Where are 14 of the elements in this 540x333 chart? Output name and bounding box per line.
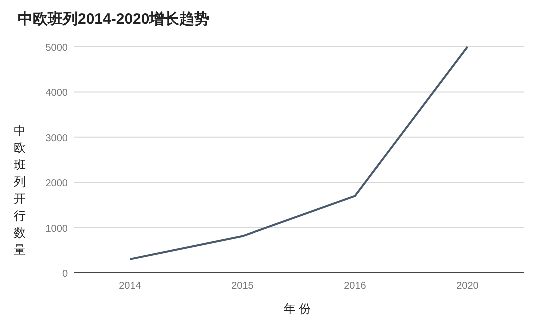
x-tick-label: 2014: [119, 281, 142, 292]
x-tick-label: 2020: [456, 281, 480, 292]
y-tick-label: 1000: [46, 224, 68, 235]
y-tick-label: 4000: [46, 88, 68, 100]
y-tick-label: 2000: [46, 178, 68, 190]
x-tick-label: 2016: [344, 281, 367, 292]
x-tick-label: 2015: [232, 281, 254, 292]
x-axis-title: 年份: [284, 302, 314, 316]
y-tick-label: 5000: [46, 43, 68, 54]
y-tick-label: 0: [62, 269, 68, 280]
chart-title: 中欧班列2014-2020增长趋势: [18, 11, 210, 28]
line-series: [129, 46, 469, 260]
y-tick-label: 3000: [46, 133, 68, 144]
y-axis-title: 中欧班列开行数量: [14, 124, 26, 257]
